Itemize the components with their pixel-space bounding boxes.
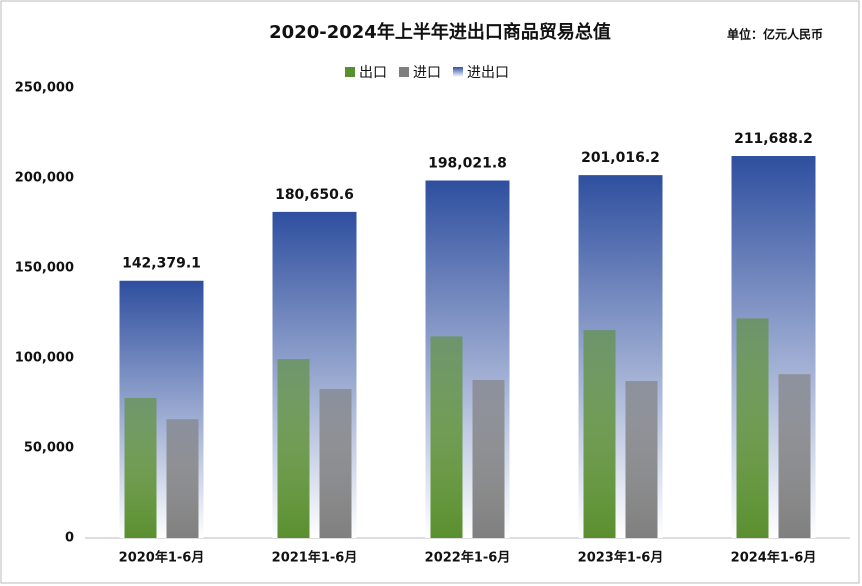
value-label: 211,688.2 <box>734 131 813 147</box>
value-label: 201,016.2 <box>581 150 660 166</box>
bar <box>124 397 157 538</box>
bar <box>430 336 463 538</box>
bar <box>472 379 505 538</box>
bar <box>277 359 310 538</box>
unit-label: 单位：亿元人民币 <box>727 27 823 42</box>
y-tick-label: 50,000 <box>24 441 74 456</box>
y-tick-label: 150,000 <box>15 261 74 276</box>
x-tick-label: 2022年1-6月 <box>425 550 511 566</box>
chart-title: 2020-2024年上半年进出口商品贸易总值 <box>269 21 611 43</box>
legend-label: 进出口 <box>467 65 509 81</box>
bar <box>166 419 199 538</box>
value-label: 198,021.8 <box>428 156 507 172</box>
bar <box>625 381 658 538</box>
legend-swatch <box>399 67 409 77</box>
bar <box>583 330 616 538</box>
bar <box>319 388 352 538</box>
x-tick-label: 2021年1-6月 <box>272 550 358 566</box>
legend-label: 出口 <box>359 65 387 81</box>
legend-swatch <box>345 67 355 77</box>
y-tick-label: 0 <box>65 531 74 546</box>
legend-label: 进口 <box>413 65 441 81</box>
bar <box>778 374 811 538</box>
x-tick-label: 2020年1-6月 <box>119 550 205 566</box>
legend-swatch <box>453 67 463 77</box>
y-tick-label: 200,000 <box>15 171 74 186</box>
value-label: 142,379.1 <box>122 256 201 272</box>
value-label: 180,650.6 <box>275 187 354 203</box>
x-tick-label: 2024年1-6月 <box>731 550 817 566</box>
bar <box>736 318 769 538</box>
y-tick-label: 100,000 <box>15 351 74 366</box>
x-tick-label: 2023年1-6月 <box>578 550 664 566</box>
y-tick-label: 250,000 <box>15 81 74 96</box>
